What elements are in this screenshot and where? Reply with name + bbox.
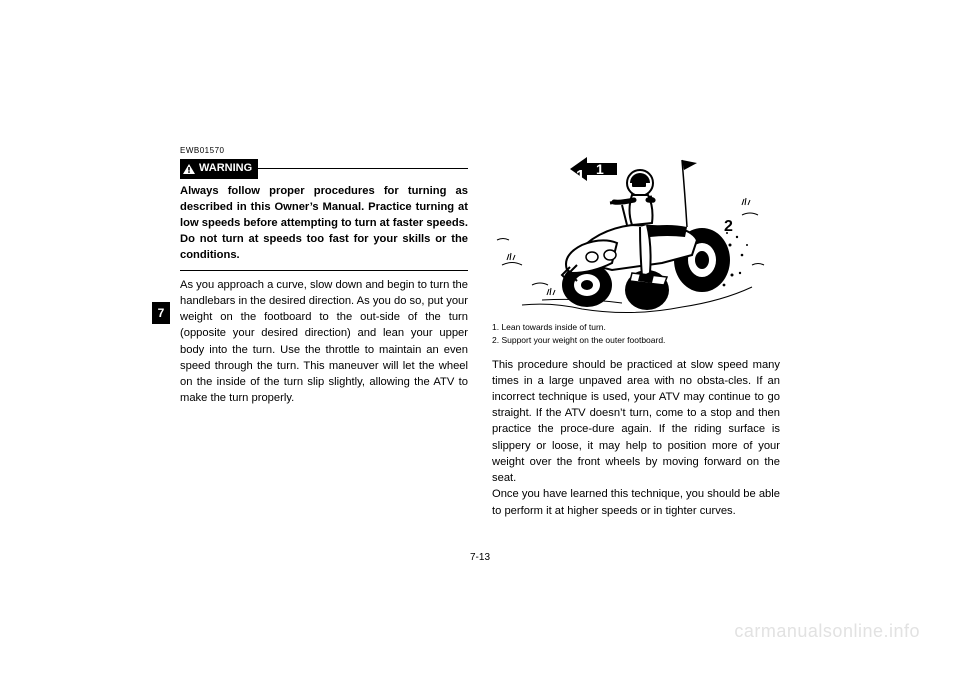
- content-area: EWB01570 WARNING Always follow proper pr…: [180, 145, 780, 519]
- warning-label-text: WARNING: [199, 161, 252, 177]
- warning-body: Always follow proper procedures for turn…: [180, 183, 468, 271]
- warning-badge: WARNING: [180, 159, 258, 179]
- figure-label-1: 1: [576, 168, 585, 185]
- figure-caption: 1. Lean towards inside of turn. 2. Suppo…: [492, 321, 780, 347]
- right-body-text-1: This procedure should be practiced at sl…: [492, 357, 780, 487]
- left-body-text: As you approach a curve, slow down and b…: [180, 277, 468, 407]
- right-column: 1 1 2 1. Lean towards inside of turn.: [492, 145, 780, 519]
- warning-header: WARNING: [180, 159, 468, 179]
- warning-triangle-icon: [182, 163, 196, 175]
- warning-divider: [258, 168, 468, 169]
- atv-turning-figure: 1 1 2: [492, 145, 780, 315]
- svg-text:1: 1: [596, 161, 604, 177]
- watermark-text: carmanualsonline.info: [734, 621, 920, 642]
- chapter-tab: 7: [152, 302, 170, 324]
- caption-line-2: 2. Support your weight on the outer foot…: [492, 334, 780, 347]
- right-body-text-2: Once you have learned this technique, yo…: [492, 486, 780, 518]
- left-column: EWB01570 WARNING Always follow proper pr…: [180, 145, 468, 519]
- page-number: 7-13: [0, 552, 960, 563]
- figure-label-2: 2: [724, 218, 733, 235]
- manual-page: 7 EWB01570 WARNING Always follow proper …: [0, 0, 960, 678]
- code-reference: EWB01570: [180, 145, 468, 157]
- caption-line-1: 1. Lean towards inside of turn.: [492, 321, 780, 334]
